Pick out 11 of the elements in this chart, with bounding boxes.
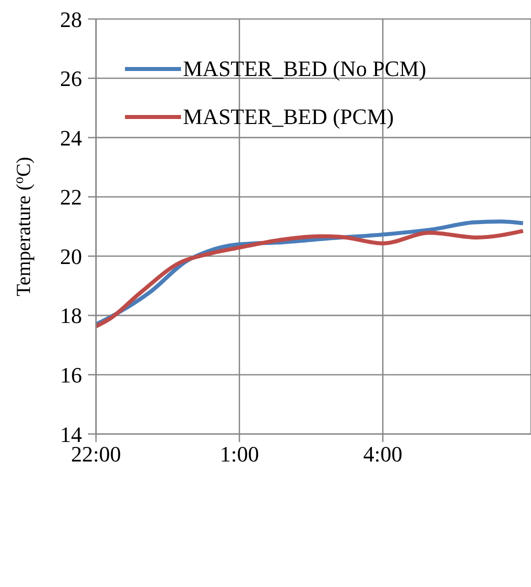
y-tick-label: 20 bbox=[60, 244, 82, 269]
y-tick-label: 22 bbox=[60, 184, 82, 210]
x-tick-label: 4:00 bbox=[363, 442, 402, 467]
x-tick-label: 1:00 bbox=[220, 442, 259, 467]
y-tick-label: 28 bbox=[60, 6, 82, 32]
y-tick-label: 16 bbox=[60, 362, 82, 388]
y-tick-label: 24 bbox=[60, 125, 82, 150]
y-tick-label: 18 bbox=[60, 303, 82, 328]
legend-label: MASTER_BED (PCM) bbox=[183, 104, 394, 130]
legend-label: MASTER_BED (No PCM) bbox=[183, 56, 426, 82]
y-tick-label: 26 bbox=[60, 66, 82, 92]
